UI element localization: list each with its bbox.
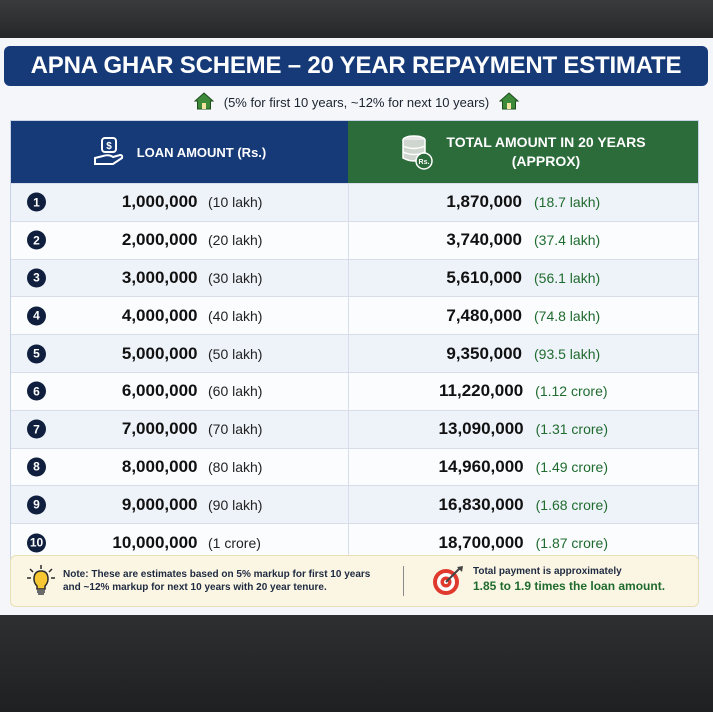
total-amount: 1,870,000: [446, 192, 522, 212]
total-note-line2: 1.85 to 1.9 times the loan amount.: [473, 579, 666, 593]
total-note-line1: Total payment is approximately: [473, 566, 622, 577]
loan-amount: 9,000,000: [121, 494, 198, 514]
page-title: APNA GHAR SCHEME – 20 YEAR REPAYMENT EST…: [4, 46, 708, 86]
house-icon: [498, 91, 520, 113]
total-amount: 13,090,000: [438, 419, 524, 439]
loan-amount: 5,000,000: [121, 343, 198, 363]
repayment-table: $ LOAN AMOUNT (Rs.) Rs.: [10, 120, 699, 562]
loan-amount-words: (10 lakh): [208, 194, 263, 211]
infographic-card: APNA GHAR SCHEME – 20 YEAR REPAYMENT EST…: [0, 38, 713, 615]
loan-amount-words: (90 lakh): [208, 496, 263, 513]
table-body: 1 1,000,000 (10 lakh) 1,870,000 (18.7 lakh)…: [11, 183, 698, 561]
total-amount-words: (1.31 crore): [535, 421, 608, 438]
loan-amount: 10,000,000: [112, 532, 198, 552]
loan-amount: 6,000,000: [121, 381, 198, 401]
row-number-badge: 2: [27, 230, 46, 250]
total-amount: 16,830,000: [438, 494, 524, 514]
row-number-badge: 3: [27, 268, 46, 288]
loan-amount: 8,000,000: [121, 456, 198, 476]
table-row: 3 3,000,000 (30 lakh) 5,610,000 (56.1 lakh): [11, 258, 698, 297]
total-header-line1: TOTAL AMOUNT IN 20 YEARS: [446, 134, 646, 150]
row-number-badge: 1: [27, 192, 46, 212]
total-amount: 14,960,000: [438, 456, 524, 476]
total-amount-words: (74.8 lakh): [534, 307, 601, 324]
row-number-badge: 10: [27, 533, 46, 553]
footer-divider: [403, 566, 404, 596]
total-header-line2: (APPROX): [511, 153, 581, 169]
total-amount: 7,480,000: [446, 305, 522, 325]
loan-amount-words: (40 lakh): [208, 307, 263, 324]
loan-amount-words: (20 lakh): [208, 232, 263, 249]
row-number-badge: 6: [27, 381, 46, 401]
table-header: $ LOAN AMOUNT (Rs.) Rs.: [11, 121, 698, 183]
bottom-dark-band: [0, 615, 713, 712]
row-number-badge: 9: [27, 495, 46, 515]
total-amount-words: (37.4 lakh): [534, 232, 601, 249]
loan-amount: 1,000,000: [121, 192, 198, 212]
top-dark-band: [0, 0, 713, 38]
svg-text:Rs.: Rs.: [419, 159, 430, 166]
total-amount-header: Rs. TOTAL AMOUNT IN 20 YEARS (APPROX): [348, 121, 698, 183]
loan-amount-header-label: LOAN AMOUNT (Rs.): [136, 144, 267, 160]
table-row: 8 8,000,000 (80 lakh) 14,960,000 (1.49 cror…: [11, 447, 698, 486]
loan-amount-words: (50 lakh): [208, 345, 263, 362]
loan-amount: 2,000,000: [121, 230, 198, 250]
row-number-badge: 4: [27, 306, 46, 326]
total-amount: 11,220,000: [439, 381, 524, 401]
loan-amount: 7,000,000: [121, 419, 198, 439]
total-amount-words: (1.49 crore): [535, 458, 608, 475]
table-row: 10 10,000,000 (1 crore) 18,700,000 (1.87 cr…: [11, 523, 698, 561]
row-number-badge: 8: [27, 457, 46, 477]
row-number-badge: 5: [27, 344, 46, 364]
total-amount-words: (1.12 crore): [535, 383, 608, 400]
total-amount: 18,700,000: [438, 532, 524, 552]
total-amount-words: (93.5 lakh): [534, 345, 601, 362]
footer-note-box: Note: These are estimates based on 5% ma…: [10, 555, 699, 607]
total-amount: 3,740,000: [446, 230, 522, 250]
loan-amount-words: (30 lakh): [208, 269, 263, 286]
loan-amount-header: $ LOAN AMOUNT (Rs.): [11, 121, 348, 183]
table-row: 4 4,000,000 (40 lakh) 7,480,000 (74.8 lakh): [11, 296, 698, 335]
table-row: 9 9,000,000 (90 lakh) 16,830,000 (1.68 cror…: [11, 485, 698, 524]
row-number-badge: 7: [27, 419, 46, 439]
table-row: 2 2,000,000 (20 lakh) 3,740,000 (37.4 lakh): [11, 220, 698, 259]
subtitle-row: (5% for first 10 years, ~12% for next 10…: [0, 90, 713, 114]
table-row: 7 7,000,000 (70 lakh) 13,090,000 (1.31 cror…: [11, 409, 698, 448]
total-amount: 9,350,000: [446, 343, 522, 363]
coin-stack-icon: Rs.: [400, 134, 434, 170]
house-icon: [193, 91, 215, 113]
loan-amount: 4,000,000: [121, 305, 198, 325]
note-line1: Note: These are estimates based on 5% ma…: [63, 569, 371, 580]
total-amount-words: (1.68 crore): [535, 496, 608, 513]
table-row: 5 5,000,000 (50 lakh) 9,350,000 (93.5 lakh): [11, 334, 698, 372]
loan-amount-words: (70 lakh): [208, 421, 263, 438]
total-amount-words: (56.1 lakh): [534, 269, 601, 286]
target-icon: [431, 565, 465, 602]
loan-amount: 3,000,000: [121, 267, 198, 287]
total-amount-header-label: TOTAL AMOUNT IN 20 YEARS (APPROX): [446, 133, 645, 171]
table-row: 6 6,000,000 (60 lakh) 11,220,000 (1.12 cror…: [11, 371, 698, 410]
svg-text:$: $: [106, 141, 112, 152]
table-row: 1 1,000,000 (10 lakh) 1,870,000 (18.7 lakh): [11, 183, 698, 221]
loan-amount-words: (60 lakh): [208, 383, 263, 400]
subtitle-text: (5% for first 10 years, ~12% for next 10…: [223, 94, 490, 110]
money-hand-icon: $: [93, 136, 125, 168]
footer-total-note: Total payment is approximately 1.85 to 1…: [473, 566, 693, 593]
total-amount: 5,610,000: [446, 267, 522, 287]
total-amount-words: (1.87 crore): [535, 534, 608, 551]
note-line2: and ~12% markup for next 10 years with 2…: [63, 582, 327, 593]
total-amount-words: (18.7 lakh): [534, 194, 601, 211]
lightbulb-icon: [27, 565, 55, 602]
loan-amount-words: (80 lakh): [208, 458, 263, 475]
footer-note-text: Note: These are estimates based on 5% ma…: [63, 568, 383, 594]
loan-amount-words: (1 crore): [208, 534, 261, 551]
